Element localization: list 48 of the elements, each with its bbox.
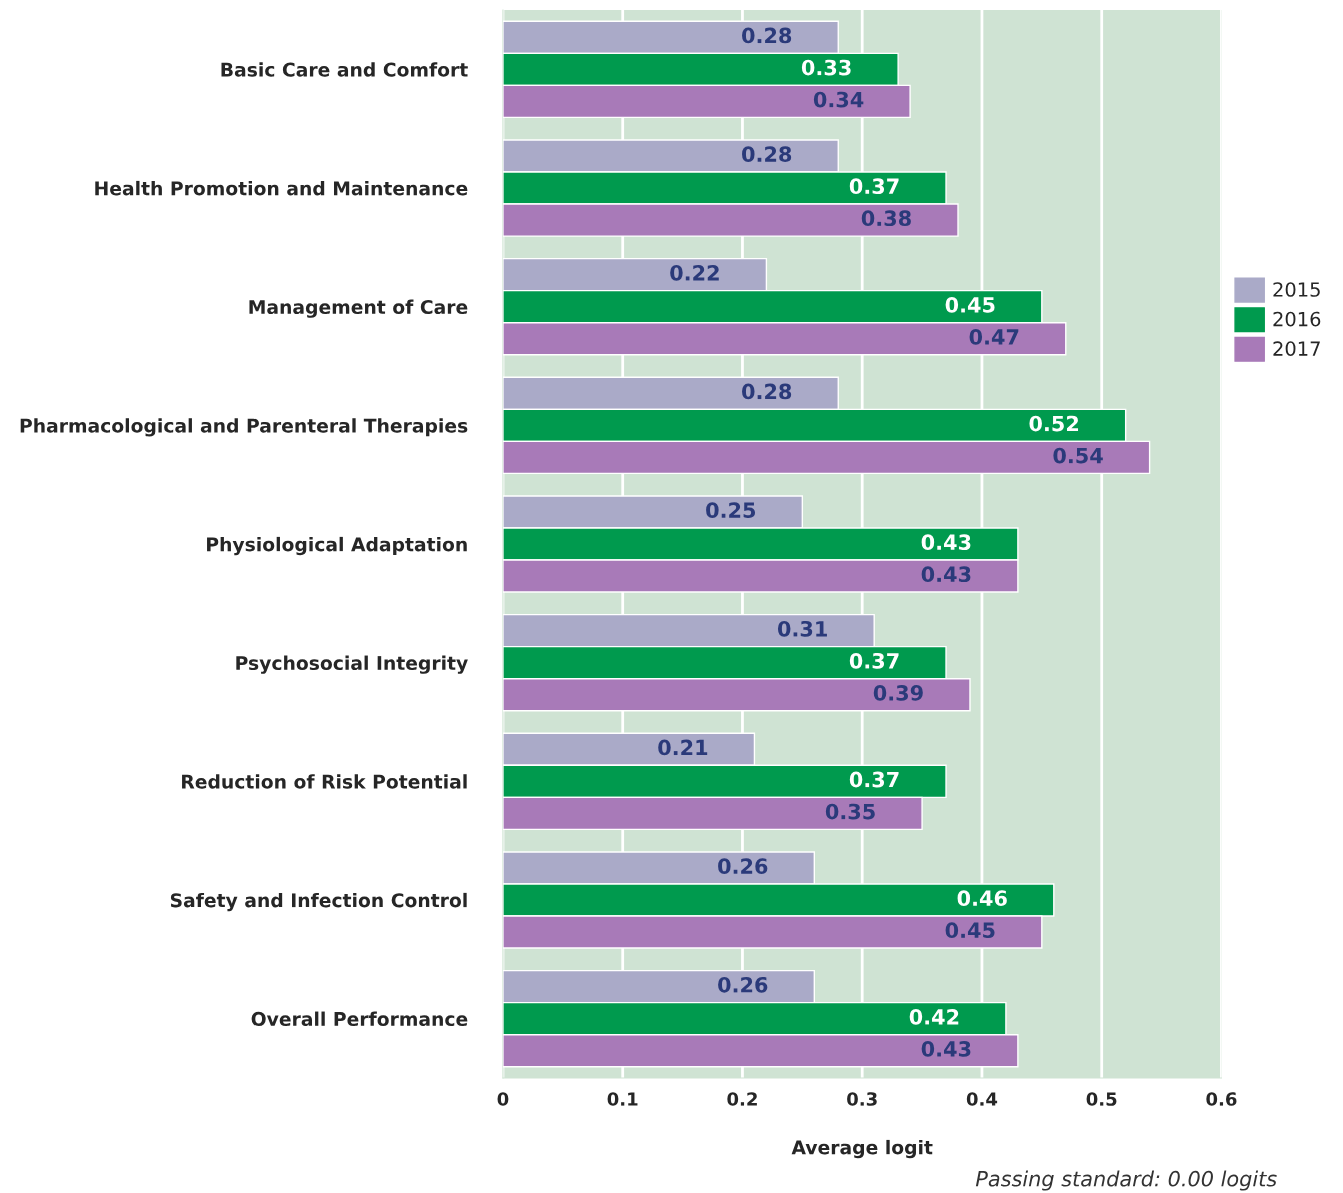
data-label: 0.52 (1029, 415, 1079, 432)
y-tick-label: Overall Performance (251, 1011, 468, 1027)
y-tick-label: Physiological Adaptation (207, 536, 467, 556)
legend-label: 2017 (1273, 341, 1320, 356)
data-label: 0.42 (909, 1008, 959, 1025)
data-label: 0.46 (957, 890, 1007, 907)
data-label: 0.35 (825, 803, 875, 820)
data-label: 0.22 (670, 264, 719, 281)
data-label: 0.25 (706, 502, 756, 519)
data-label: 0.39 (873, 685, 923, 701)
x-tick-label: 0.1 (607, 1092, 638, 1106)
legend-label: 2015 (1273, 282, 1320, 297)
x-tick-label: 0 (497, 1092, 509, 1106)
data-label: 0.34 (813, 91, 864, 108)
data-label: 0.28 (742, 383, 792, 400)
y-tick-label: Basic Care and Comfort (221, 62, 468, 77)
data-label: 0.38 (861, 210, 911, 227)
y-tick-label: Management of Care (249, 299, 468, 318)
x-tick-label: 0.6 (1206, 1092, 1237, 1106)
y-tick-label: Psychosocial Integrity (236, 655, 468, 674)
data-label: 0.26 (718, 976, 768, 993)
data-label: 0.43 (921, 566, 971, 583)
data-label: 0.43 (921, 534, 971, 551)
data-label: 0.54 (1053, 447, 1103, 464)
y-tick-label: Safety and Infection Control (170, 892, 467, 912)
data-label: 0.37 (849, 178, 899, 195)
data-label: 0.37 (849, 771, 899, 788)
x-tick-label: 0.3 (847, 1092, 877, 1106)
data-label: 0.28 (742, 146, 792, 163)
x-axis-title: Average logit (791, 1139, 933, 1159)
data-label: 0.33 (801, 59, 851, 76)
data-label: 0.21 (658, 739, 708, 756)
data-label: 0.37 (849, 652, 899, 669)
data-label: 0.26 (718, 858, 768, 874)
legend-label: 2016 (1273, 311, 1321, 327)
x-tick-label: 0.5 (1086, 1092, 1117, 1106)
data-label: 0.43 (921, 1040, 971, 1057)
x-tick-label: 0.2 (727, 1092, 757, 1106)
y-tick-label: Reduction of Risk Potential (182, 774, 467, 789)
text: Passing standard: 0.00 logits (975, 1170, 1277, 1191)
data-label: 0.45 (945, 296, 995, 313)
data-label: 0.45 (945, 922, 995, 939)
x-tick-label: 0.4 (966, 1092, 998, 1106)
y-tick-label: Health Promotion and Maintenance (95, 180, 468, 196)
data-label: 0.47 (969, 329, 1019, 345)
data-label: 0.31 (777, 620, 827, 637)
data-label: 0.28 (742, 27, 792, 44)
y-tick-label: Pharmacological and Parenteral Therapies (20, 418, 468, 437)
